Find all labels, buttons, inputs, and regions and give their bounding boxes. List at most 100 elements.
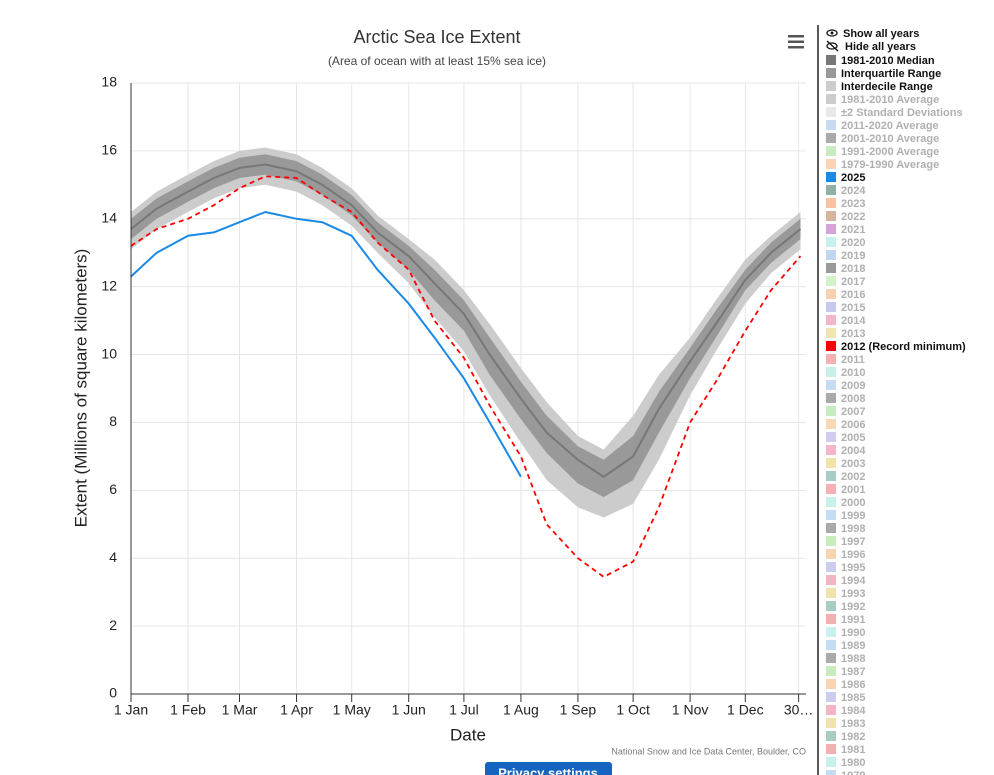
legend-label[interactable]: 2008 (841, 393, 865, 405)
privacy-button-bg[interactable] (485, 762, 612, 775)
legend-label[interactable]: 2024 (841, 185, 866, 197)
legend-item[interactable]: 1996 (826, 549, 865, 561)
legend-item[interactable]: 1991-2000 Average (826, 146, 939, 158)
legend-label[interactable]: 1996 (841, 549, 865, 561)
legend-swatch[interactable] (826, 627, 836, 637)
legend-label[interactable]: 2005 (841, 432, 865, 444)
legend-item[interactable]: 2009 (826, 380, 865, 392)
legend-swatch[interactable] (826, 770, 836, 775)
legend-item[interactable]: 2011 (826, 354, 865, 366)
legend-label[interactable]: 1985 (841, 692, 865, 704)
legend-item[interactable]: 2004 (826, 445, 866, 457)
legend-label[interactable]: 1991-2000 Average (841, 146, 939, 158)
legend-label[interactable]: 1999 (841, 510, 865, 522)
legend-item[interactable]: 1985 (826, 692, 865, 704)
legend-swatch[interactable] (826, 731, 836, 741)
legend-swatch[interactable] (826, 562, 836, 572)
legend-label[interactable]: 1991 (841, 614, 865, 626)
legend-item[interactable]: 2018 (826, 263, 865, 275)
legend-label[interactable]: 1980 (841, 757, 865, 769)
legend-swatch[interactable] (826, 718, 836, 728)
legend-label[interactable]: 2017 (841, 276, 865, 288)
legend-item[interactable]: 1980 (826, 757, 865, 769)
legend-swatch[interactable] (826, 536, 836, 546)
show-all-label[interactable]: Show all years (843, 28, 919, 40)
legend-label[interactable]: 2007 (841, 406, 865, 418)
legend-item[interactable]: 2010 (826, 367, 865, 379)
legend-swatch[interactable] (826, 354, 836, 364)
legend-item[interactable]: Interquartile Range (826, 68, 941, 80)
legend-label[interactable]: 2021 (841, 224, 865, 236)
legend-label[interactable]: 2001 (841, 484, 865, 496)
legend-item[interactable]: 2012 (Record minimum) (826, 341, 966, 353)
legend-swatch[interactable] (826, 185, 836, 195)
menu-button[interactable] (786, 30, 808, 52)
legend-item[interactable]: 1991 (826, 614, 865, 626)
legend-item[interactable]: 1999 (826, 510, 865, 522)
legend-item[interactable]: 1983 (826, 718, 865, 730)
legend-swatch[interactable] (826, 276, 836, 286)
legend-item[interactable]: 2021 (826, 224, 865, 236)
legend-item[interactable]: 2011-2020 Average (826, 120, 939, 132)
legend-swatch[interactable] (826, 679, 836, 689)
legend-label[interactable]: Interquartile Range (841, 68, 941, 80)
legend-item[interactable]: 1995 (826, 562, 865, 574)
legend-item[interactable]: 2008 (826, 393, 865, 405)
legend-swatch[interactable] (826, 640, 836, 650)
legend-item[interactable]: 1990 (826, 627, 865, 639)
legend-label[interactable]: 2022 (841, 211, 865, 223)
show-all-control[interactable]: Show all years (826, 28, 919, 40)
legend-swatch[interactable] (826, 601, 836, 611)
legend-label[interactable]: 2025 (841, 172, 865, 184)
legend-item[interactable]: 2007 (826, 406, 865, 418)
legend-swatch[interactable] (826, 315, 836, 325)
legend-swatch[interactable] (826, 328, 836, 338)
legend-label[interactable]: 2020 (841, 237, 865, 249)
legend-item[interactable]: 2000 (826, 497, 865, 509)
legend-label[interactable]: 2023 (841, 198, 865, 210)
hide-all-control[interactable]: Hide all years (826, 40, 916, 53)
legend-swatch[interactable] (826, 146, 836, 156)
legend-swatch[interactable] (826, 393, 836, 403)
legend-swatch[interactable] (826, 68, 836, 78)
legend-item[interactable]: 2025 (826, 172, 865, 184)
legend-swatch[interactable] (826, 497, 836, 507)
legend-label[interactable]: 2011 (841, 354, 865, 366)
legend-swatch[interactable] (826, 458, 836, 468)
legend-label[interactable]: 2002 (841, 471, 865, 483)
legend-swatch[interactable] (826, 549, 836, 559)
legend-swatch[interactable] (826, 94, 836, 104)
legend-item[interactable]: 2017 (826, 276, 865, 288)
legend-swatch[interactable] (826, 367, 836, 377)
legend-label[interactable]: 2010 (841, 367, 865, 379)
legend-label[interactable]: 2016 (841, 289, 865, 301)
legend-item[interactable]: 2015 (826, 302, 865, 314)
legend-swatch[interactable] (826, 81, 836, 91)
legend-label[interactable]: 2006 (841, 419, 865, 431)
legend-label[interactable]: 1983 (841, 718, 865, 730)
legend-swatch[interactable] (826, 484, 836, 494)
legend-swatch[interactable] (826, 211, 836, 221)
legend-swatch[interactable] (826, 341, 836, 351)
legend-swatch[interactable] (826, 523, 836, 533)
legend-swatch[interactable] (826, 705, 836, 715)
legend-item[interactable]: 2002 (826, 471, 865, 483)
legend-item[interactable]: 2003 (826, 458, 865, 470)
legend-label[interactable]: 2003 (841, 458, 865, 470)
legend-swatch[interactable] (826, 198, 836, 208)
legend-item[interactable]: 1992 (826, 601, 865, 613)
legend-label[interactable]: 2000 (841, 497, 865, 509)
legend-swatch[interactable] (826, 614, 836, 624)
legend-label[interactable]: 2018 (841, 263, 865, 275)
legend-label[interactable]: 1981-2010 Average (841, 94, 939, 106)
legend-item[interactable]: 1993 (826, 588, 865, 600)
legend-label[interactable]: 1993 (841, 588, 865, 600)
legend-item[interactable]: 1981 (826, 744, 865, 756)
legend-label[interactable]: Interdecile Range (841, 81, 933, 93)
legend-swatch[interactable] (826, 237, 836, 247)
legend-item[interactable]: 2022 (826, 211, 865, 223)
legend-item[interactable]: 1989 (826, 640, 865, 652)
legend-swatch[interactable] (826, 510, 836, 520)
legend-item[interactable]: 1997 (826, 536, 865, 548)
legend-swatch[interactable] (826, 692, 836, 702)
